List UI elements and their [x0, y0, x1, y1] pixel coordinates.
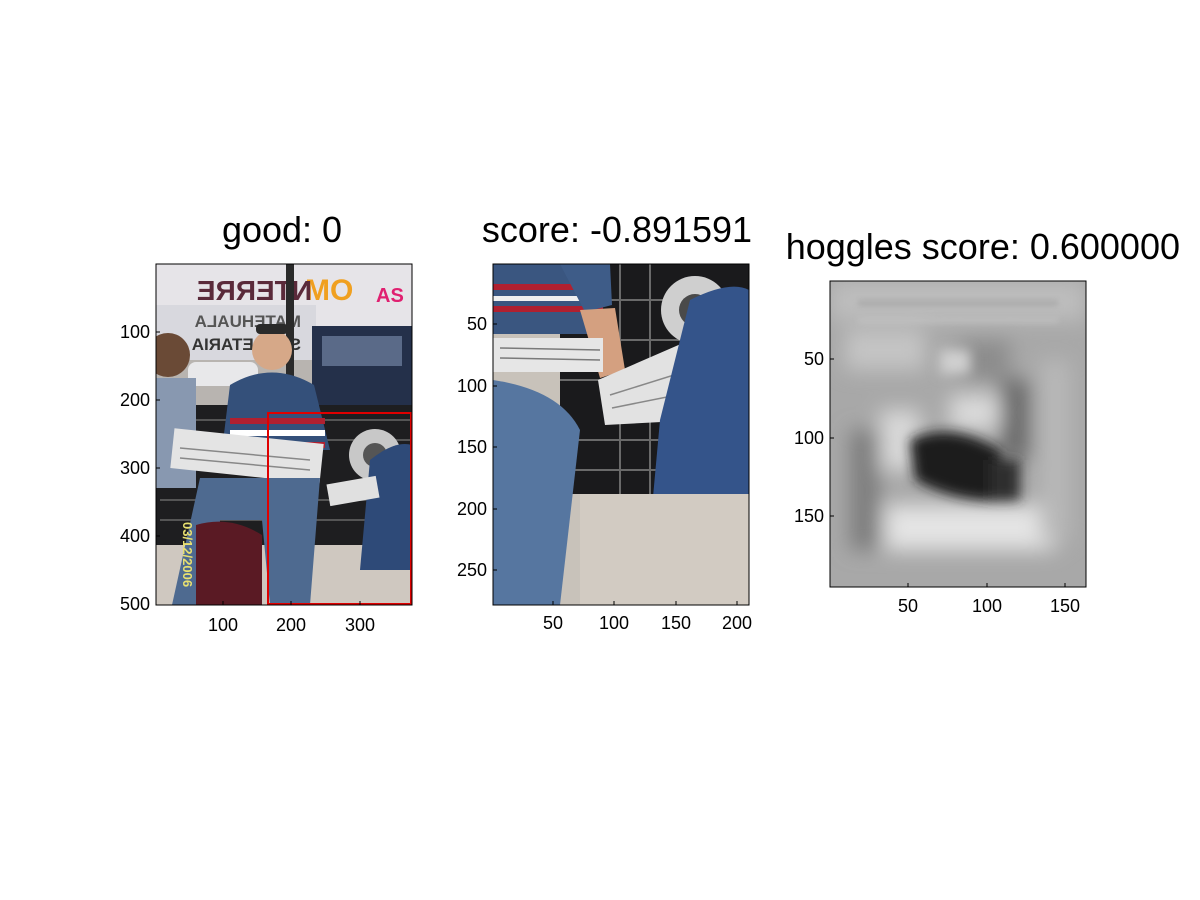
panel-2-y-ticks: 50 100 150 200 250 — [457, 314, 487, 580]
p3-x-tick: 100 — [972, 596, 1002, 616]
panel-2-title: score: -0.891591 — [482, 209, 752, 250]
p1-y-tick: 400 — [120, 526, 150, 546]
p2-x-tick: 100 — [599, 613, 629, 633]
p2-y-tick: 50 — [467, 314, 487, 334]
panel-1: good: 0 MO NTERRE AS MATEHUALA SECRETARI… — [120, 209, 413, 635]
p2-y-tick: 150 — [457, 437, 487, 457]
panel-3-x-ticks: 50 100 150 — [898, 596, 1080, 616]
panel-3-tick-marks — [830, 358, 1066, 587]
p2-x-tick: 150 — [661, 613, 691, 633]
panel-1-y-ticks: 100 200 300 400 500 — [120, 322, 150, 614]
panel-1-photo: MO NTERRE AS MATEHUALA SECRETARIA — [156, 264, 412, 605]
sign-text-mo: MO — [305, 274, 353, 307]
panel-1-tick-marks — [156, 331, 361, 605]
p2-y-tick: 200 — [457, 499, 487, 519]
p3-x-tick: 50 — [898, 596, 918, 616]
p3-y-tick: 150 — [794, 506, 824, 526]
panel-2-axes-frame — [492, 263, 750, 606]
panel-3-axes-frame — [829, 280, 1087, 588]
panel-2: score: -0.891591 — [457, 209, 752, 633]
p2-x-tick: 50 — [543, 613, 563, 633]
p2-x-tick: 200 — [722, 613, 752, 633]
panel-3-image — [830, 281, 1086, 587]
detection-box — [267, 412, 412, 605]
p1-y-tick: 100 — [120, 322, 150, 342]
p3-y-tick: 50 — [804, 349, 824, 369]
panel-3: 50 100 150 50 100 150 hoggles score: 0.6… — [786, 226, 1180, 616]
panel-2-x-ticks: 50 100 150 200 — [543, 613, 752, 633]
p1-y-tick: 200 — [120, 390, 150, 410]
p3-y-tick: 100 — [794, 428, 824, 448]
panel-3-title: hoggles score: 0.600000 — [786, 226, 1180, 267]
p2-y-tick: 250 — [457, 560, 487, 580]
p3-x-tick: 150 — [1050, 596, 1080, 616]
panel-2-photo — [493, 264, 749, 605]
p1-x-tick: 200 — [276, 615, 306, 635]
panel-1-title: good: 0 — [222, 209, 342, 250]
p1-y-tick: 300 — [120, 458, 150, 478]
panel-1-axes-frame — [155, 263, 413, 606]
p1-x-tick: 300 — [345, 615, 375, 635]
sign-text-nterre: NTERRE — [197, 275, 312, 306]
panel-1-x-ticks: 100 200 300 — [208, 615, 375, 635]
date-stamp: 03/12/2006 — [180, 522, 195, 587]
p1-x-tick: 100 — [208, 615, 238, 635]
p2-y-tick: 100 — [457, 376, 487, 396]
sign-text-as: AS — [376, 285, 404, 307]
p1-y-tick: 500 — [120, 594, 150, 614]
panel-3-y-ticks: 50 100 150 — [794, 349, 824, 526]
panel-2-tick-marks — [493, 323, 738, 605]
